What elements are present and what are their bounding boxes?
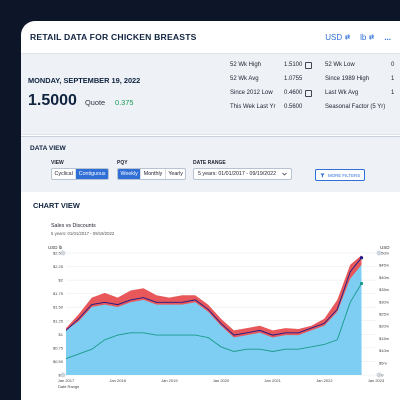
- y-tick-label-right: $5m: [379, 360, 387, 365]
- range-handle: [376, 372, 382, 378]
- x-tick-label: Jan 2021: [264, 378, 281, 383]
- app-window: RETAIL DATA FOR CHICKEN BREASTS USD lb .…: [21, 21, 400, 400]
- range-handle: [376, 250, 382, 256]
- series-area-discounted-sales: [66, 264, 362, 375]
- pqy-label: PQY: [117, 160, 128, 166]
- stat-label: Since 1989 High: [325, 76, 370, 82]
- y-tick-label-left: $1.25: [53, 318, 64, 323]
- stat-label: Seasonal Factor (5 Yr): [325, 104, 386, 110]
- data-view-panel: DATA VIEW VIEW Cyclical Contiguous PQY W…: [21, 136, 400, 192]
- y-tick-label-right: $10m: [379, 348, 390, 353]
- y-tick-label-left: $0.50: [53, 359, 64, 364]
- chart-range: 5 years: 01/01/2017 - 09/19/2022: [51, 231, 115, 236]
- view-label: VIEW: [51, 160, 64, 166]
- y-tick-label-left: $2: [59, 278, 64, 283]
- chevron-down-icon: [282, 172, 287, 176]
- unit-selector[interactable]: lb: [360, 33, 375, 42]
- date-range-select[interactable]: 5 years: 01/01/2017 - 09/19/2022: [193, 168, 293, 180]
- y-tick-label-left: $0.75: [53, 345, 64, 350]
- stat-value: 1.5100: [284, 62, 303, 68]
- stat-label: 52 Wk Avg: [230, 76, 259, 82]
- chart-subtitle: Sales vs Discounts: [51, 223, 96, 229]
- range-handle: [60, 250, 66, 256]
- y-tick-label-right: $45m: [379, 263, 390, 268]
- y-tick-label-left: $2.50: [53, 251, 64, 256]
- y-tick-label-right: $40m: [379, 275, 390, 280]
- unit-label: lb: [360, 32, 367, 42]
- date-range-value: 5 years: 01/01/2017 - 09/19/2022: [198, 171, 277, 177]
- view-toggle: Cyclical Contiguous: [51, 168, 110, 180]
- data-view-title: DATA VIEW: [30, 145, 66, 152]
- chart-view-title: CHART VIEW: [33, 201, 80, 210]
- y-tick-label-right: $25m: [379, 312, 390, 317]
- y-tick-label-right: $0: [379, 373, 384, 378]
- pqy-toggle: Weekly Monthly Yearly: [117, 168, 187, 180]
- x-tick-label: Jan 2022: [316, 378, 333, 383]
- y-tick-label-left: $1: [59, 332, 64, 337]
- stat-value: 0: [391, 62, 395, 68]
- currency-selector[interactable]: USD: [325, 33, 351, 42]
- quote-label: Quote: [85, 98, 106, 107]
- y-axis-left-title: USD lb: [48, 245, 63, 250]
- stat-label: 52 Wk Low: [325, 62, 355, 68]
- y-tick-label-left: $1.50: [53, 305, 64, 310]
- stat-label: This Wek Last Yr: [230, 104, 276, 110]
- y-axis-right-title: USD: [380, 245, 390, 250]
- quote-date: MONDAY, SEPTEMBER 19, 2022: [28, 76, 141, 85]
- x-tick-label: Jan 2017: [58, 378, 75, 383]
- series-line-regular-price: [65, 257, 362, 336]
- y-tick-label-left: $2.25: [53, 264, 64, 269]
- stat-value: 1: [391, 76, 395, 82]
- stat-value: 1.0755: [284, 76, 303, 82]
- pqy-option-monthly[interactable]: Monthly: [141, 169, 166, 179]
- toolbar: USD lb ...: [325, 33, 391, 42]
- series-line-discounted-price: [65, 283, 362, 360]
- view-option-cyclical[interactable]: Cyclical: [52, 169, 77, 179]
- more-menu-button[interactable]: ...: [384, 32, 391, 42]
- calendar-icon[interactable]: [305, 90, 312, 97]
- top-bar: RETAIL DATA FOR CHICKEN BREASTS USD lb .…: [21, 21, 400, 54]
- date-range-label: DATE RANGE: [193, 160, 226, 166]
- stat-label: 52 Wk High: [230, 62, 262, 68]
- view-option-contiguous[interactable]: Contiguous: [76, 169, 109, 179]
- y-tick-label-right: $50m: [379, 251, 390, 256]
- stat-value: 0.4600: [284, 90, 303, 96]
- quote-change: 0.375: [115, 98, 134, 107]
- x-tick-label: Jan 2020: [213, 378, 230, 383]
- quote-panel: MONDAY, SEPTEMBER 19, 2022 1.5000 Quote …: [21, 54, 400, 135]
- page-title: RETAIL DATA FOR CHICKEN BREASTS: [30, 32, 197, 42]
- x-tick-label: Jan 2023: [368, 378, 385, 383]
- x-axis-title: Date Range: [58, 384, 80, 389]
- x-tick-label: Jan 2018: [109, 378, 126, 383]
- exchange-icon: [345, 34, 351, 40]
- calendar-icon[interactable]: [305, 62, 312, 69]
- y-tick-label-right: $30m: [379, 299, 390, 304]
- chart-view-panel: CHART VIEW Sales vs Discounts 5 years: 0…: [21, 193, 400, 400]
- range-handle: [60, 372, 66, 378]
- quote-price: 1.5000: [28, 92, 77, 109]
- series-endpoint-marker: [359, 256, 364, 260]
- stat-value: 1: [391, 90, 395, 96]
- stat-label: Last Wk Avg: [325, 90, 359, 96]
- filter-icon: [320, 173, 325, 177]
- stat-value: 0.5600: [284, 104, 303, 110]
- sales-chart[interactable]: USD lb USD $0 $0.50 $0.75 $1 $1.25 $1.50 $1.75 $2…: [21, 193, 400, 400]
- more-filters-button[interactable]: MORE FILTERS: [315, 169, 366, 181]
- more-filters-label: MORE FILTERS: [328, 172, 361, 178]
- y-tick-label-right: $20m: [379, 324, 390, 329]
- y-tick-label-right: $35m: [379, 287, 390, 292]
- series-endpoint-marker: [359, 281, 364, 286]
- currency-label: USD: [325, 32, 343, 42]
- y-tick-label-left: $1.75: [53, 291, 64, 296]
- x-tick-label: Jan 2019: [161, 378, 178, 383]
- y-tick-label-right: $15m: [379, 336, 390, 341]
- stat-label: Since 2012 Low: [230, 90, 273, 96]
- pqy-option-weekly[interactable]: Weekly: [118, 169, 142, 179]
- pqy-option-yearly[interactable]: Yearly: [168, 171, 183, 177]
- exchange-icon: [369, 34, 375, 40]
